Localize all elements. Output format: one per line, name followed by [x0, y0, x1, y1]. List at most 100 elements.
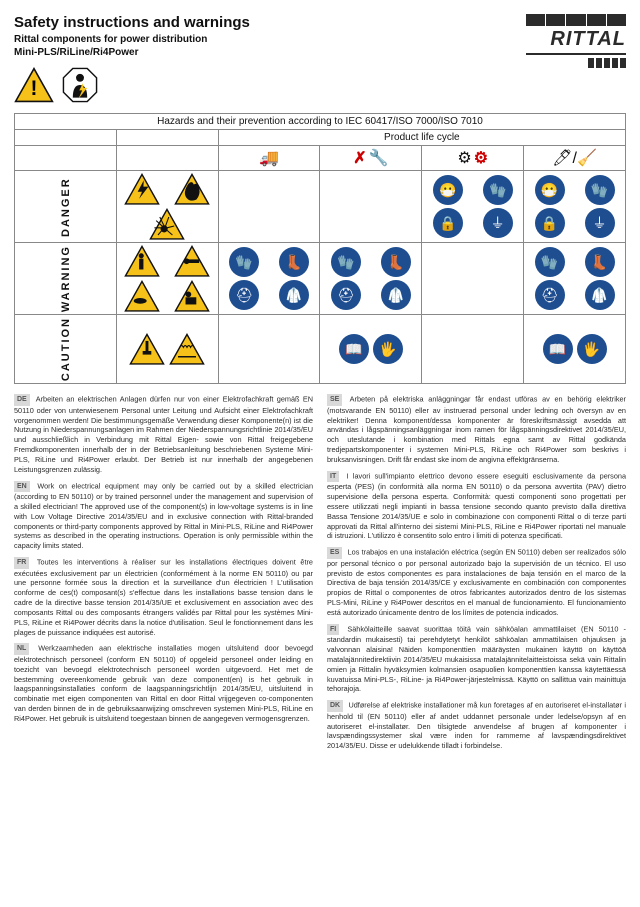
svg-text:!: !: [31, 77, 38, 100]
lifecycle-col-transport: 🚚: [218, 146, 320, 171]
warning-hazard-icons: [116, 243, 218, 315]
lang-badge-se: SE: [327, 394, 342, 405]
warning-cell-transport: 🧤 👢 ⛑ 🥼: [218, 243, 320, 315]
lang-badge-es: ES: [327, 547, 342, 558]
caution-cell-transport: [218, 315, 320, 384]
electric-shock-triangle: [124, 173, 160, 205]
lifecycle-title: Product life cycle: [218, 130, 625, 146]
lang-text-en: Work on electrical equipment may only be…: [14, 481, 313, 550]
lang-badge-fr: FR: [14, 557, 29, 568]
coverall-circle: 🥼: [279, 280, 309, 310]
rittal-logo-bars: [526, 58, 626, 68]
glove-protection-circle: 🧤: [483, 175, 513, 205]
general-warning-icon: !: [14, 67, 54, 103]
language-text-columns: DE Arbeiten an elektrischen Anlagen dürf…: [14, 394, 626, 757]
maintenance-icon: ⚙ ⚙: [424, 148, 521, 168]
lang-text-se: Arbeten på elektriska anläggningar får e…: [327, 395, 626, 464]
lang-block-fi: FI Sähkölaitteille saavat suorittaa töit…: [327, 624, 626, 695]
page-subtitle2: Mini-PLS/RiLine/Ri4Power: [14, 46, 250, 59]
lifecycle-col-cleaning: 🖊/🧹: [524, 146, 626, 171]
hand-protection-circle-2: 🖐: [577, 334, 607, 364]
warning-cell-maintenance: [422, 243, 524, 315]
lang-text-nl: Werkzaamheden aan elektrische installati…: [14, 644, 313, 723]
title-block: Safety instructions and warnings Rittal …: [14, 14, 250, 103]
lang-badge-it: IT: [327, 471, 339, 482]
rittal-logo-mark: [526, 14, 626, 26]
language-column-right: SE Arbeten på elektriska anläggningar få…: [327, 394, 626, 757]
caution-hazard-icons: [116, 315, 218, 384]
glove-circle-3: 🧤: [535, 247, 565, 277]
glove-circle: 🧤: [229, 247, 259, 277]
boot-circle: 👢: [279, 247, 309, 277]
hand-cut-triangle: [124, 280, 160, 312]
lang-text-it: I lavori sull'impianto elettrico devono …: [327, 471, 626, 540]
table-row-warning: WARNING 🧤 👢 ⛑: [15, 243, 626, 315]
lang-text-de: Arbeiten an elektrischen Anlagen dürfen …: [14, 395, 313, 474]
lang-block-es: ES Los trabajos en una instalación eléct…: [327, 547, 626, 618]
lang-badge-dk: DK: [327, 700, 343, 711]
lang-badge-nl: NL: [14, 643, 29, 654]
lang-block-nl: NL Werkzaamheden aan elektrische install…: [14, 643, 313, 723]
row-label-danger: DANGER: [15, 171, 117, 243]
lang-text-fi: Sähkölaitteille saavat suorittaa töitä v…: [327, 624, 626, 693]
lang-block-de: DE Arbeiten an elektrischen Anlagen dürf…: [14, 394, 313, 474]
danger-cell-cleaning: 😷 🧤 🔒 ⏚: [524, 171, 626, 243]
lockout-padlock-circle: 🔒: [433, 208, 463, 238]
lockout-padlock-circle-2: 🔒: [535, 208, 565, 238]
explosion-triangle: [149, 208, 185, 240]
mask-protection-circle: 😷: [433, 175, 463, 205]
coverall-circle-2: 🥼: [381, 280, 411, 310]
hand-contact-triangle: [174, 173, 210, 205]
finger-pinch-triangle: [129, 333, 165, 365]
caution-cell-maintenance: [422, 315, 524, 384]
boot-circle-3: 👢: [585, 247, 615, 277]
read-manual-circle-2: 📖: [543, 334, 573, 364]
danger-hazard-icons: [116, 171, 218, 243]
lang-block-dk: DK Udførelse af elektriske installatione…: [327, 700, 626, 751]
hot-surface-triangle: [169, 333, 205, 365]
helmet-circle-3: ⛑: [535, 280, 565, 310]
lang-badge-en: EN: [14, 481, 30, 492]
body-crush-triangle: [124, 245, 160, 277]
lang-block-it: IT I lavori sull'impianto elettrico devo…: [327, 471, 626, 542]
rittal-wordmark: RITTAL: [526, 28, 626, 51]
read-manual-circle: 📖: [339, 334, 369, 364]
lang-text-dk: Udførelse af elektriske installationer m…: [327, 701, 626, 750]
hand-pinch-triangle: [174, 245, 210, 277]
page-header: Safety instructions and warnings Rittal …: [14, 14, 626, 103]
transport-icon: 🚚: [221, 148, 318, 168]
qualified-electrician-icon: [62, 67, 98, 103]
grounding-circle-2: ⏚: [585, 208, 615, 238]
lang-text-es: Los trabajos en una instalación eléctric…: [327, 548, 626, 617]
boot-circle-2: 👢: [381, 247, 411, 277]
top-warning-icons: !: [14, 67, 250, 103]
lifecycle-col-maintenance: ⚙ ⚙: [422, 146, 524, 171]
lang-block-se: SE Arbeten på elektriska anläggningar få…: [327, 394, 626, 465]
page-subtitle1: Rittal components for power distribution: [14, 33, 250, 46]
warning-cell-cleaning: 🧤 👢 ⛑ 🥼: [524, 243, 626, 315]
lang-block-en: EN Work on electrical equipment may only…: [14, 481, 313, 552]
glove-circle-2: 🧤: [331, 247, 361, 277]
warning-cell-no-tools: 🧤 👢 ⛑ 🥼: [320, 243, 422, 315]
row-label-warning: WARNING: [15, 243, 117, 315]
language-column-left: DE Arbeiten an elektrischen Anlagen dürf…: [14, 394, 313, 757]
hand-protection-circle: 🖐: [373, 334, 403, 364]
cleaning-icon: 🖊/🧹: [526, 148, 623, 168]
lang-text-fr: Toutes les interventions à réaliser sur …: [14, 558, 313, 637]
danger-cell-maintenance: 😷 🧤 🔒 ⏚: [422, 171, 524, 243]
lifecycle-col-no-tools: ✗ 🔧: [320, 146, 422, 171]
entanglement-triangle: [174, 280, 210, 312]
helmet-circle-2: ⛑: [331, 280, 361, 310]
table-row-danger: DANGER 😷 🧤 🔒 ⏚: [15, 171, 626, 243]
danger-cell-no-tools: [320, 171, 422, 243]
page-title: Safety instructions and warnings: [14, 14, 250, 31]
hazard-banner-text: Hazards and their prevention according t…: [15, 114, 626, 130]
lang-block-fr: FR Toutes les interventions à réaliser s…: [14, 557, 313, 637]
lang-badge-fi: FI: [327, 624, 339, 635]
danger-cell-transport: [218, 171, 320, 243]
glove-protection-circle-2: 🧤: [585, 175, 615, 205]
helmet-circle: ⛑: [229, 280, 259, 310]
grounding-circle: ⏚: [483, 208, 513, 238]
coverall-circle-3: 🥼: [585, 280, 615, 310]
mask-protection-circle-2: 😷: [535, 175, 565, 205]
